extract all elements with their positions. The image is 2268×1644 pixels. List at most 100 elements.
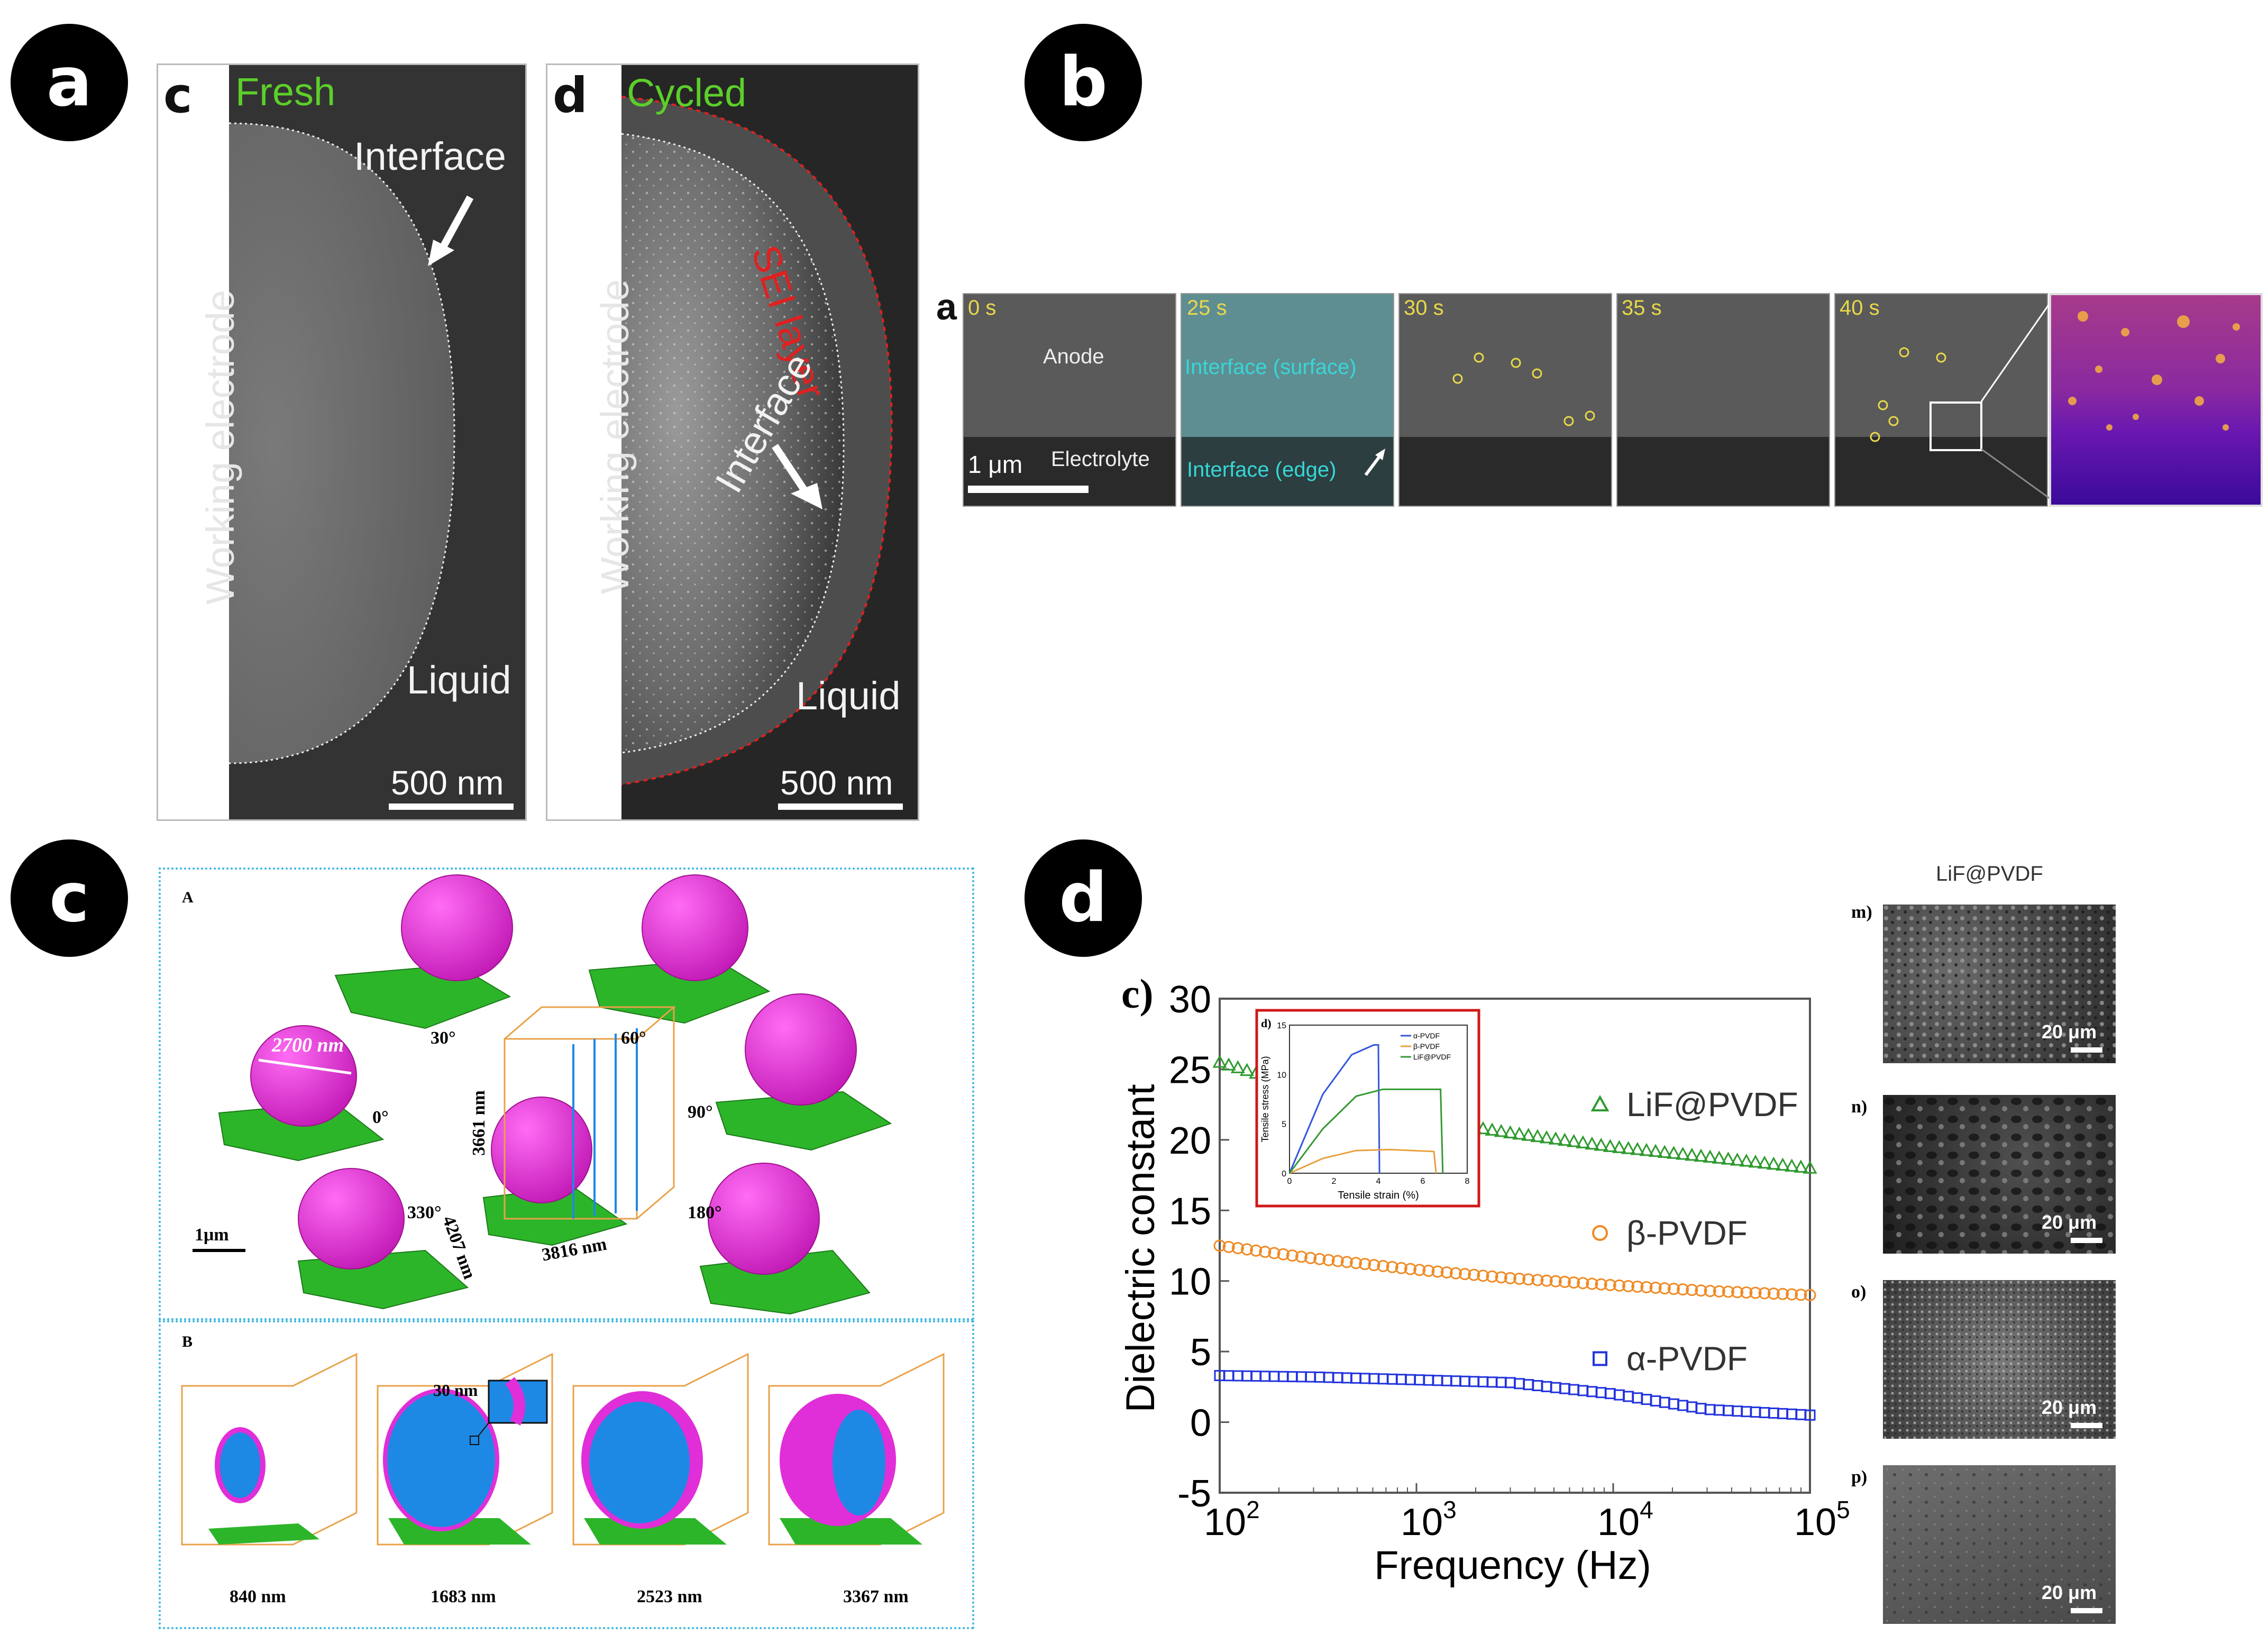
data-point xyxy=(1713,1285,1725,1298)
y-axis-ticks: -5 0 5 10 15 20 25 30 xyxy=(1169,979,1229,1515)
data-point xyxy=(1586,1277,1598,1290)
x-tick-label: 104 xyxy=(1597,1496,1653,1543)
cycled-label: Cycled xyxy=(627,71,747,115)
data-point xyxy=(1631,1280,1644,1293)
data-point xyxy=(1639,1143,1654,1156)
data-point xyxy=(1548,1131,1563,1145)
data-point xyxy=(1721,1152,1736,1165)
inset-legend-label: β-PVDF xyxy=(1413,1042,1440,1051)
data-point xyxy=(1804,1409,1816,1421)
data-point xyxy=(1648,1144,1663,1157)
data-point xyxy=(1766,1156,1781,1170)
sem-m-scale-bar xyxy=(2071,1047,2102,1053)
sem-image-m: 20 μm xyxy=(1883,905,2116,1063)
y-tick-label: 30 xyxy=(1169,979,1211,1021)
x-axis-ticks: 102 103 104 105 xyxy=(1204,1483,1850,1543)
panel-c-A-letter: A xyxy=(182,889,194,906)
data-point xyxy=(1222,1240,1235,1253)
data-point xyxy=(1557,1132,1572,1146)
y-tick-label: 0 xyxy=(1190,1402,1211,1445)
y-tick-label: 25 xyxy=(1169,1049,1211,1091)
panel-c-A-renders xyxy=(193,874,892,1315)
frame-0s-scale-label: 1 μm xyxy=(968,451,1023,478)
data-point xyxy=(1640,1281,1653,1294)
angle-60: 60° xyxy=(621,1028,646,1048)
data-point xyxy=(1694,1148,1708,1162)
x-tick-label: 105 xyxy=(1794,1496,1850,1543)
panel-c-A: A xyxy=(159,867,974,1320)
y-tick-label: 5 xyxy=(1190,1331,1211,1374)
legend-marker xyxy=(1590,1095,1609,1112)
data-point xyxy=(1757,1155,1772,1169)
data-point xyxy=(1630,1141,1645,1155)
data-point xyxy=(1231,1242,1244,1255)
data-point xyxy=(1440,1266,1453,1279)
cycled-interface-arrow xyxy=(772,444,822,509)
data-point xyxy=(1603,1139,1617,1152)
data-point xyxy=(1594,1137,1608,1151)
data-point xyxy=(1322,1254,1335,1266)
data-point xyxy=(1459,1268,1471,1281)
inset-y-tick: 15 xyxy=(1277,1021,1286,1030)
panel-d-chart: c) -5 0 5 10 15 20 25 30 102 103 104 105 LiF@PVDF β… xyxy=(1105,971,1867,1608)
frame-0s-anode: Anode xyxy=(1043,345,1104,368)
data-point xyxy=(1613,1279,1625,1292)
data-point xyxy=(1576,1135,1590,1148)
data-point xyxy=(1704,1285,1716,1298)
data-point xyxy=(1568,1276,1580,1289)
inset-line xyxy=(1288,1044,1380,1174)
data-point xyxy=(1567,1134,1581,1147)
angle-330: 330° xyxy=(407,1203,442,1222)
fresh-interface-arrow xyxy=(428,195,474,266)
legend-marker xyxy=(1592,1225,1608,1241)
data-point xyxy=(1612,1140,1626,1153)
panel-c-B: B xyxy=(159,1320,974,1629)
data-point xyxy=(1295,1250,1308,1263)
frame-0s: 0 s Anode Electrolyte 1 μm xyxy=(963,293,1176,507)
frame-0s-electrolyte: Electrolyte xyxy=(1051,447,1150,471)
data-point xyxy=(1804,1289,1816,1301)
data-point xyxy=(1259,1246,1272,1258)
frame-30s-markers xyxy=(1452,352,1595,426)
inset-line xyxy=(1289,1148,1437,1174)
sem-image-n: 20 μm xyxy=(1883,1095,2116,1254)
sem-p-scale-bar xyxy=(2071,1608,2102,1613)
inset-legend: α-PVDF β-PVDF LiF@PVDF xyxy=(1401,1031,1451,1061)
data-point xyxy=(1767,1287,1780,1300)
data-point xyxy=(1359,1258,1371,1271)
frame-25s: 25 s Interface (surface) Interface (edge… xyxy=(1181,293,1394,507)
frame-25s-time: 25 s xyxy=(1187,296,1227,319)
frame-0s-scale-bar xyxy=(968,486,1089,493)
angle-30: 30° xyxy=(431,1028,456,1048)
data-point xyxy=(1666,1146,1681,1159)
data-point xyxy=(1658,1282,1671,1295)
data-point xyxy=(1657,1145,1672,1158)
data-point xyxy=(1686,1284,1698,1296)
frame-0s-time: 0 s xyxy=(968,296,996,319)
data-point xyxy=(1377,1259,1389,1272)
inset-y-tick: 10 xyxy=(1277,1071,1286,1080)
sem-image-p: 20 μm xyxy=(1883,1465,2116,1624)
data-point xyxy=(1404,1263,1417,1275)
data-point xyxy=(1667,1283,1680,1295)
panel-a: c Fresh Interface Working electrode Liqu… xyxy=(157,63,919,821)
data-point xyxy=(1277,1248,1290,1261)
frame-30s: 30 s xyxy=(1398,293,1612,507)
data-point xyxy=(1449,1267,1462,1280)
sem-column-title: LiF@PVDF xyxy=(1936,862,2043,885)
data-point xyxy=(1604,1278,1616,1291)
fresh-interface-label: Interface xyxy=(354,134,506,178)
y-tick-label: -5 xyxy=(1177,1473,1211,1515)
panel-c-B-slices xyxy=(181,1353,945,1546)
x-tick-label: 102 xyxy=(1204,1496,1260,1543)
fresh-working-electrode-label: Working electrode xyxy=(198,289,243,605)
data-point xyxy=(1413,1264,1426,1276)
cycled-scale-bar xyxy=(778,803,903,810)
data-point xyxy=(1512,1126,1527,1140)
sem-image-o: 20 μm xyxy=(1883,1280,2116,1439)
y-tick-label: 10 xyxy=(1169,1261,1211,1303)
cycled-scale-label: 500 nm xyxy=(780,764,893,802)
frame-zoom-heatmap xyxy=(2049,293,2263,507)
data-point xyxy=(1485,1122,1499,1136)
inset-ticks: 0 2 4 6 8 0 5 10 15 xyxy=(1277,1021,1469,1186)
